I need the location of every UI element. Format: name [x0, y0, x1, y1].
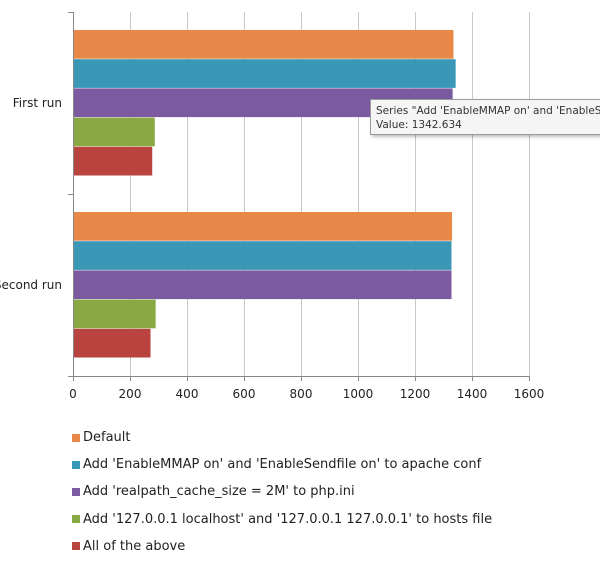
legend-swatch	[72, 487, 80, 496]
bars	[74, 30, 456, 358]
legend-item-default[interactable]: Default	[72, 424, 492, 451]
tooltip-series-line: Series "Add 'EnableMMAP on' and 'EnableS	[376, 105, 600, 117]
tooltip-value-line: Value: 1342.634	[376, 119, 462, 131]
chart-tooltip: Series "Add 'EnableMMAP on' and 'EnableS…	[370, 99, 600, 135]
bar	[74, 146, 153, 176]
legend-label: All of the above	[83, 538, 186, 554]
legend-label: Default	[83, 430, 131, 446]
x-tick-label: 600	[233, 387, 256, 401]
bar-chart: 0 200 400 600 800 1000 1200 1400 1600 First run Se…	[0, 12, 544, 401]
legend-swatch	[72, 515, 80, 524]
axis-labels: 0 200 400 600 800 1000 1200 1400 1600 First run Se…	[0, 96, 544, 401]
legend-label: Add '127.0.0.1 localhost' and '127.0.0.1…	[83, 511, 493, 527]
bar	[74, 270, 452, 300]
x-tick-label: 1000	[343, 387, 374, 401]
legend-item-realpath[interactable]: Add 'realpath_cache_size = 2M' to php.in…	[72, 478, 492, 505]
legend-label: Add 'realpath_cache_size = 2M' to php.in…	[83, 484, 355, 500]
legend-swatch	[72, 542, 80, 551]
bar	[74, 241, 452, 270]
bar	[74, 117, 155, 147]
x-tick-label: 400	[176, 387, 199, 401]
bar	[74, 59, 456, 88]
legend-swatch	[72, 433, 80, 442]
bar	[74, 328, 151, 358]
axes	[68, 12, 530, 381]
legend-label: Add 'EnableMMAP on' and 'EnableSendfile …	[83, 457, 482, 473]
x-tick-label: 1600	[514, 387, 545, 401]
x-tick-label: 1200	[400, 387, 431, 401]
y-category-label: First run	[13, 96, 62, 110]
x-tick-label: 200	[119, 387, 142, 401]
x-tick-label: 0	[69, 387, 77, 401]
legend: Default Add 'EnableMMAP on' and 'EnableS…	[72, 424, 492, 560]
y-category-label: Second run	[0, 278, 62, 292]
legend-item-enablemmap[interactable]: Add 'EnableMMAP on' and 'EnableSendfile …	[72, 451, 492, 478]
x-tick-label: 1400	[457, 387, 488, 401]
legend-item-hosts[interactable]: Add '127.0.0.1 localhost' and '127.0.0.1…	[72, 506, 492, 533]
bar	[74, 212, 453, 241]
legend-item-all[interactable]: All of the above	[72, 533, 492, 560]
bar	[74, 299, 156, 329]
legend-swatch	[72, 460, 80, 469]
bar	[74, 30, 454, 59]
x-tick-label: 800	[290, 387, 313, 401]
